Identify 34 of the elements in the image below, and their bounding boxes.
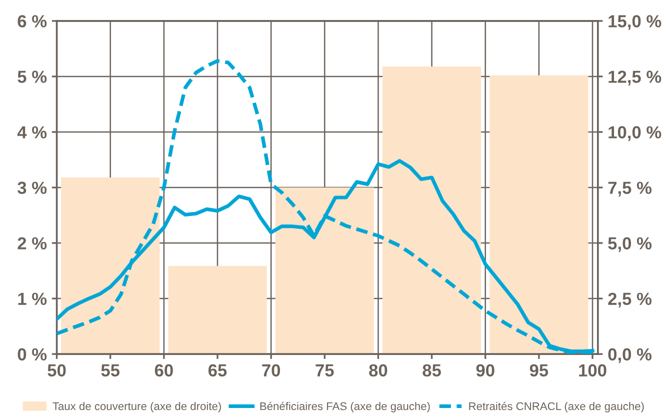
y-tick-label: 5 % [18,70,47,83]
y2-tick-label: 15,0 % [608,15,662,30]
y-tick-label: 1 % [18,292,47,305]
legend-label: Bénéficiaires FAS (axe de gauche) [260,402,430,412]
y2-tick-label: 5,0 % [608,237,652,252]
x-tick-label: 100 [579,364,606,377]
y-tick-label: 2 % [18,237,47,250]
x-tick-label: 90 [476,364,494,377]
y2-tick-label: 0,0 % [608,348,652,364]
y-tick-label: 6 % [18,15,47,28]
bar [61,178,160,354]
x-tick-label: 65 [208,364,227,377]
y2-tick-label: 10,0 % [608,126,662,141]
x-tick-label: 85 [422,364,441,377]
y-tick-label: 0 % [18,348,47,361]
x-tick-label: 95 [530,364,548,377]
x-tick-label: 75 [316,364,334,377]
x-tick-label: 60 [154,364,173,377]
y-tick-label: 3 % [18,182,47,194]
x-tick-label: 70 [262,364,280,377]
bar [490,75,588,354]
line-series [56,59,594,354]
x-tick-label: 55 [101,364,120,377]
bar [168,266,267,354]
y2-tick-label: 2,5 % [608,292,652,308]
y2-tick-label: 12,5 % [608,70,662,86]
bar [382,66,482,354]
y2-tick-label: 7,5 % [608,182,652,196]
y-tick-label: 4 % [17,126,47,138]
legend-label: Retraités CNRACL (axe de gauche) [469,402,644,412]
bar [275,188,374,354]
legend-label: Taux de couverture (axe de droite) [52,402,221,412]
x-tick-label: 80 [369,364,388,377]
x-tick-label: 50 [48,364,66,377]
